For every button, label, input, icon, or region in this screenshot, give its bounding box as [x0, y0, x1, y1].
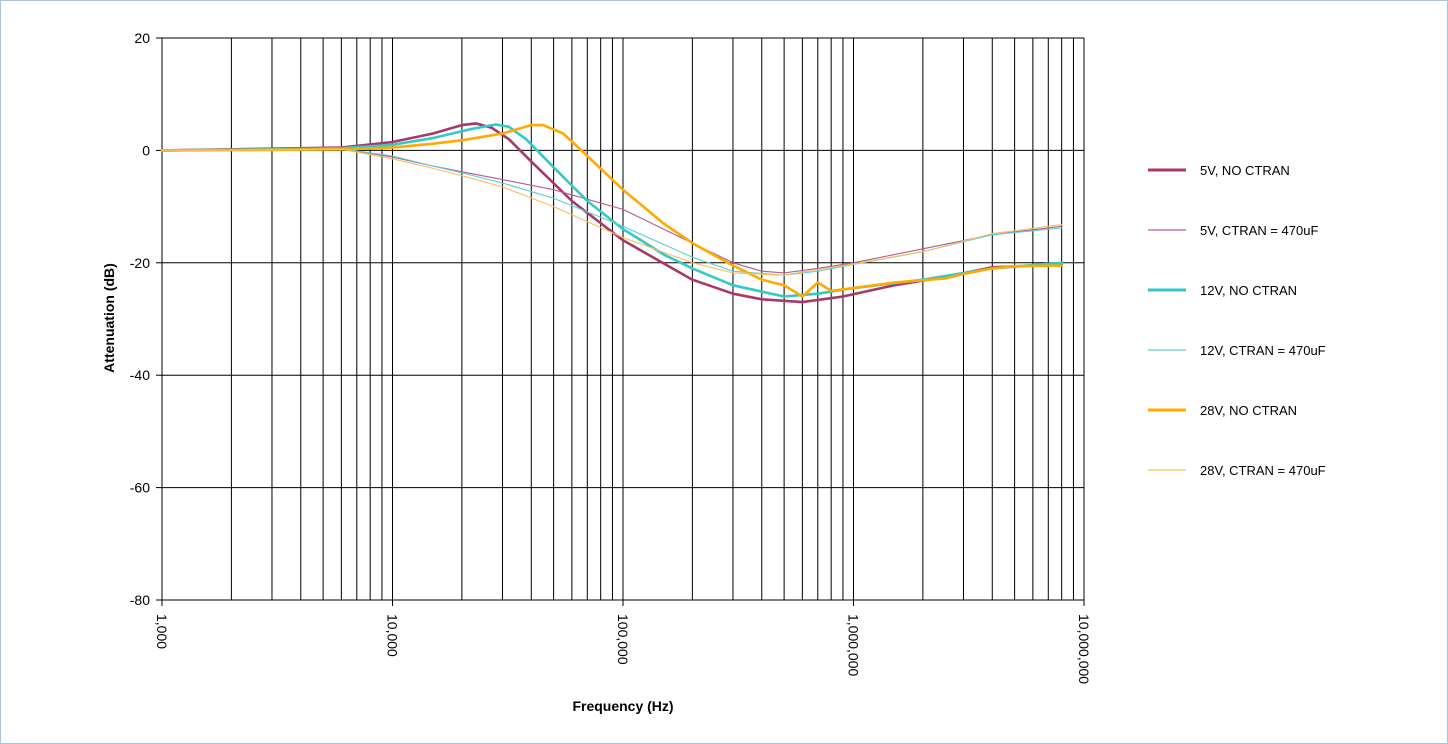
x-tick-labels: 1,000 10,000 100,000 1,000,000 10,000,000 [154, 614, 1092, 684]
series-line [161, 148, 1063, 276]
legend-label: 5V, CTRAN = 470uF [1200, 223, 1318, 238]
x-tick-label: 100,000 [615, 614, 631, 665]
y-tick-label: 20 [134, 30, 150, 46]
series-line [160, 123, 1063, 298]
series-line [161, 148, 1063, 276]
legend-label: 12V, NO CTRAN [1200, 283, 1297, 298]
x-axis-title: Frequency (Hz) [572, 698, 673, 714]
y-tick-label: -60 [130, 480, 150, 496]
x-tick-label: 10,000,000 [1076, 614, 1092, 684]
y-axis-title: Attenuation (dB) [101, 263, 117, 373]
x-tick-label: 10,000 [385, 614, 401, 657]
legend: 5V, NO CTRAN 5V, CTRAN = 470uF 12V, NO CTR… [1148, 163, 1326, 478]
y-tick-labels: 20 0 -20 -40 -60 -80 [130, 30, 150, 608]
series-line [160, 122, 1063, 304]
y-tick-label: -80 [130, 592, 150, 608]
x-tick-label: 1,000,000 [846, 614, 862, 676]
legend-label: 28V, NO CTRAN [1200, 403, 1297, 418]
y-tick-label: -20 [130, 255, 150, 271]
series-lines [160, 122, 1063, 304]
y-tick-label: 0 [142, 142, 150, 158]
legend-label: 5V, NO CTRAN [1200, 163, 1290, 178]
grid-lines [156, 37, 1085, 606]
legend-label: 12V, CTRAN = 470uF [1200, 343, 1326, 358]
y-tick-label: -40 [130, 367, 150, 383]
legend-label: 28V, CTRAN = 470uF [1200, 463, 1326, 478]
x-tick-label: 1,000 [154, 614, 170, 649]
series-line [161, 148, 1063, 274]
